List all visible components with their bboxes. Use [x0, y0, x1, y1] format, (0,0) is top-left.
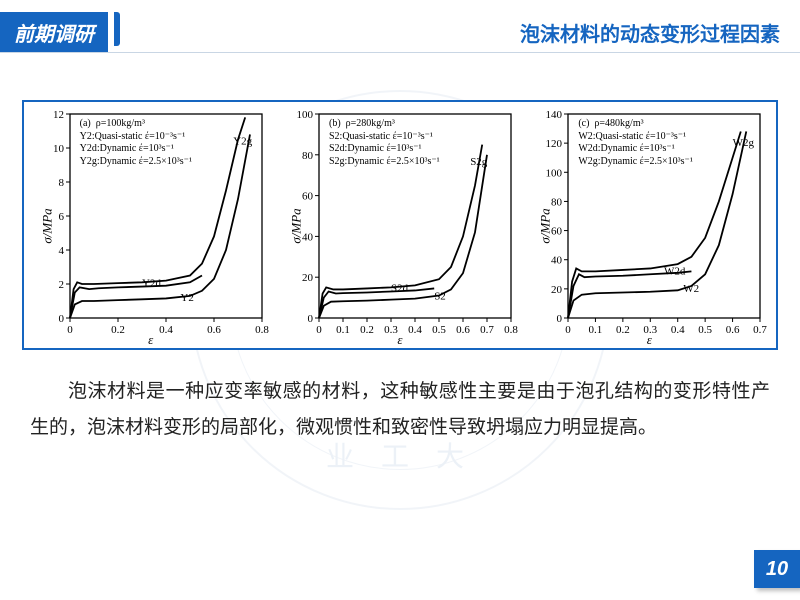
- svg-text:0.3: 0.3: [384, 324, 398, 336]
- body-paragraph: 泡沫材料是一种应变率敏感的材料，这种敏感性主要是由于泡孔结构的变形特性产生的，泡…: [30, 374, 770, 446]
- svg-text:0.2: 0.2: [360, 324, 374, 336]
- svg-text:0: 0: [67, 324, 73, 336]
- svg-text:0.5: 0.5: [699, 324, 713, 336]
- svg-text:0.4: 0.4: [671, 324, 685, 336]
- svg-text:0.7: 0.7: [753, 324, 767, 336]
- section-tab: 前期调研: [0, 12, 108, 53]
- svg-text:0.2: 0.2: [111, 324, 125, 336]
- chart-c-legend: (c) ρ=480kg/m³ W2:Quasi-static έ=10⁻³s⁻¹…: [578, 118, 693, 168]
- svg-text:0.6: 0.6: [456, 324, 470, 336]
- svg-text:120: 120: [546, 138, 563, 150]
- svg-text:20: 20: [551, 284, 563, 296]
- xlabel: ε: [397, 332, 402, 348]
- legend-line: S2d:Dynamic έ=10³s⁻¹: [329, 143, 422, 154]
- page-number: 10: [754, 550, 800, 588]
- svg-text:80: 80: [551, 196, 563, 208]
- legend-line: S2:Quasi-static έ=10⁻³s⁻¹: [329, 131, 433, 142]
- legend-line: W2d:Dynamic έ=10³s⁻¹: [578, 143, 674, 154]
- svg-text:10: 10: [53, 143, 65, 155]
- chart-c: 02040608010012014000.10.20.30.40.50.60.7…: [530, 106, 768, 346]
- svg-text:40: 40: [551, 255, 563, 267]
- svg-text:80: 80: [302, 150, 314, 162]
- svg-text:60: 60: [302, 191, 314, 203]
- chart-c-density: ρ=480kg/m³: [594, 118, 643, 129]
- svg-text:W2g: W2g: [733, 137, 755, 149]
- svg-text:0.4: 0.4: [408, 324, 422, 336]
- chart-a: 0 2 4 6 8 10 12 0 0.2 0.4 0.6 0.8 Y2 Y2d Y2g σ/MPa ε (…: [32, 106, 270, 346]
- svg-text:2: 2: [58, 279, 64, 291]
- chart-a-legend: (a) ρ=100kg/m³ Y2:Quasi-static έ=10⁻³s⁻¹…: [80, 118, 192, 168]
- ylabel: σ/MPa: [289, 208, 305, 243]
- chart-a-density: ρ=100kg/m³: [96, 118, 145, 129]
- svg-text:S2g: S2g: [470, 156, 488, 168]
- section-tab-accent: [114, 12, 120, 46]
- header-divider: [0, 52, 800, 53]
- chart-a-tag: (a): [80, 118, 91, 129]
- svg-text:0.4: 0.4: [159, 324, 173, 336]
- svg-text:0.1: 0.1: [589, 324, 603, 336]
- svg-text:6: 6: [58, 211, 64, 223]
- svg-text:S2: S2: [434, 291, 446, 303]
- xlabel: ε: [148, 332, 153, 348]
- svg-text:0: 0: [58, 313, 64, 325]
- slide-header: 前期调研 泡沫材料的动态变形过程因素: [0, 0, 800, 50]
- svg-text:0.8: 0.8: [504, 324, 518, 336]
- legend-line: Y2d:Dynamic έ=10³s⁻¹: [80, 143, 174, 154]
- svg-text:0.2: 0.2: [616, 324, 630, 336]
- chart-b-legend: (b) ρ=280kg/m³ S2:Quasi-static έ=10⁻³s⁻¹…: [329, 118, 440, 168]
- figure-panel: 02468101200.20.40.60.8Y2Y2dY2g σ/MPa ε (…: [22, 100, 778, 350]
- svg-text:0.1: 0.1: [336, 324, 350, 336]
- svg-text:4: 4: [58, 245, 64, 257]
- chart-b-tag: (b): [329, 118, 341, 129]
- legend-line: Y2g:Dynamic έ=2.5×10³s⁻¹: [80, 156, 192, 167]
- chart-c-tag: (c): [578, 118, 589, 129]
- svg-text:0: 0: [566, 324, 572, 336]
- legend-line: W2g:Dynamic έ=2.5×10³s⁻¹: [578, 156, 693, 167]
- svg-text:W2d: W2d: [664, 265, 686, 277]
- svg-text:0.5: 0.5: [432, 324, 446, 336]
- svg-text:0.7: 0.7: [480, 324, 494, 336]
- ylabel: σ/MPa: [538, 208, 554, 243]
- legend-line: Y2:Quasi-static έ=10⁻³s⁻¹: [80, 131, 186, 142]
- svg-text:100: 100: [296, 109, 313, 121]
- slide-title: 泡沫材料的动态变形过程因素: [520, 18, 780, 47]
- svg-text:8: 8: [58, 177, 64, 189]
- legend-line: S2g:Dynamic έ=2.5×10³s⁻¹: [329, 156, 440, 167]
- xlabel: ε: [647, 332, 652, 348]
- svg-text:140: 140: [546, 109, 563, 121]
- svg-text:Y2g: Y2g: [233, 136, 252, 148]
- svg-text:100: 100: [546, 167, 563, 179]
- svg-text:0: 0: [316, 324, 322, 336]
- chart-b: 02040608010000.10.20.30.40.50.60.70.8S2S…: [281, 106, 519, 346]
- svg-text:Y2: Y2: [180, 292, 193, 304]
- svg-text:12: 12: [53, 109, 64, 121]
- svg-text:0: 0: [307, 313, 313, 325]
- svg-text:W2: W2: [684, 283, 700, 295]
- svg-text:S2d: S2d: [391, 282, 409, 294]
- svg-text:0.6: 0.6: [726, 324, 740, 336]
- svg-text:0.6: 0.6: [207, 324, 221, 336]
- svg-text:0: 0: [557, 313, 563, 325]
- legend-line: W2:Quasi-static έ=10⁻³s⁻¹: [578, 131, 686, 142]
- svg-text:Y2d: Y2d: [142, 278, 161, 290]
- ylabel: σ/MPa: [39, 208, 55, 243]
- chart-b-density: ρ=280kg/m³: [346, 118, 395, 129]
- svg-text:20: 20: [302, 272, 314, 284]
- svg-text:0.8: 0.8: [255, 324, 269, 336]
